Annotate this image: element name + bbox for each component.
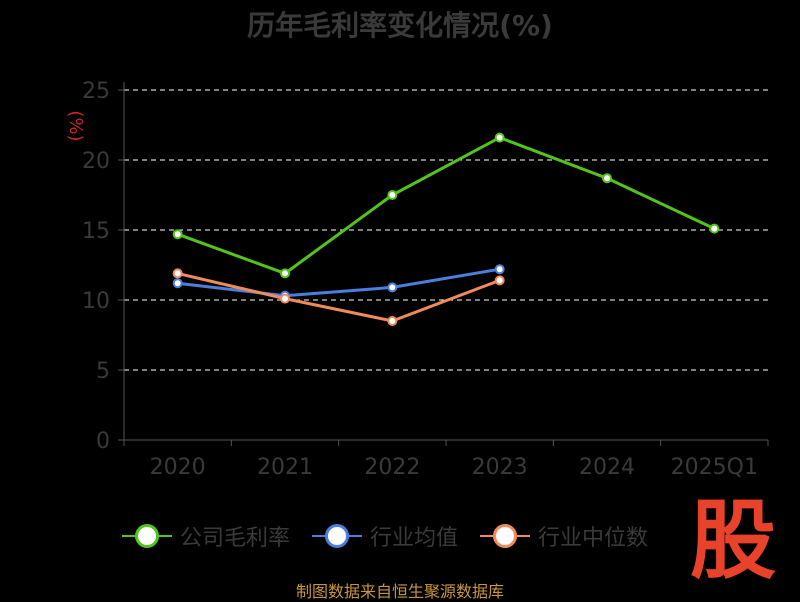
- data-point-0: [494, 132, 505, 143]
- data-point-1: [172, 278, 183, 289]
- data-point-2: [494, 275, 505, 286]
- x-tick-label: 2025Q1: [671, 455, 758, 480]
- data-point-0: [387, 190, 398, 200]
- x-tick-label: 2021: [257, 455, 313, 480]
- data-point-2: [387, 316, 398, 326]
- y-tick-label: 20: [82, 149, 110, 174]
- legend-swatch-industry-mean: [312, 524, 363, 548]
- legend-item-company[interactable]: 公司毛利率: [122, 520, 290, 552]
- data-point-2: [280, 293, 290, 304]
- y-tick-label: 5: [96, 359, 110, 384]
- y-tick-label: 15: [82, 219, 110, 244]
- x-tick-label: 2020: [150, 455, 206, 480]
- data-source-note: 制图数据来自恒生聚源数据库: [295, 582, 504, 601]
- series-line-1: [177, 267, 500, 298]
- legend-label-industry-mean: 行业均值: [370, 526, 459, 551]
- legend-swatch-company: [122, 524, 172, 548]
- x-tick-label: 2024: [579, 455, 635, 480]
- y-tick-label: 10: [82, 289, 110, 314]
- legend: 公司毛利率 行业均值 行业中位数: [122, 518, 670, 554]
- y-axis-label: (%): [65, 110, 86, 141]
- data-point-0: [602, 173, 612, 184]
- chart-title: 历年毛利率变化情况(%): [247, 9, 553, 42]
- x-tick-label: 2022: [364, 455, 420, 480]
- data-point-1: [494, 264, 505, 275]
- data-point-0: [709, 223, 720, 234]
- data-point-0: [172, 229, 183, 240]
- data-point-2: [172, 268, 183, 279]
- legend-label-industry-median: 行业中位数: [538, 526, 649, 551]
- legend-item-industry-mean[interactable]: 行业均值: [312, 520, 458, 552]
- stock-logo-icon: 股: [690, 491, 776, 591]
- legend-label-company: 公司毛利率: [180, 526, 291, 551]
- data-point-0: [280, 268, 290, 279]
- y-tick-label: 25: [82, 79, 110, 104]
- x-tick-label: 2023: [472, 455, 528, 480]
- series-line-2: [177, 271, 501, 323]
- legend-swatch-industry-median: [480, 524, 531, 548]
- series-line-0: [177, 135, 715, 276]
- data-point-1: [387, 282, 398, 293]
- y-tick-label: 0: [96, 429, 110, 454]
- legend-item-industry-median[interactable]: 行业中位数: [480, 520, 648, 552]
